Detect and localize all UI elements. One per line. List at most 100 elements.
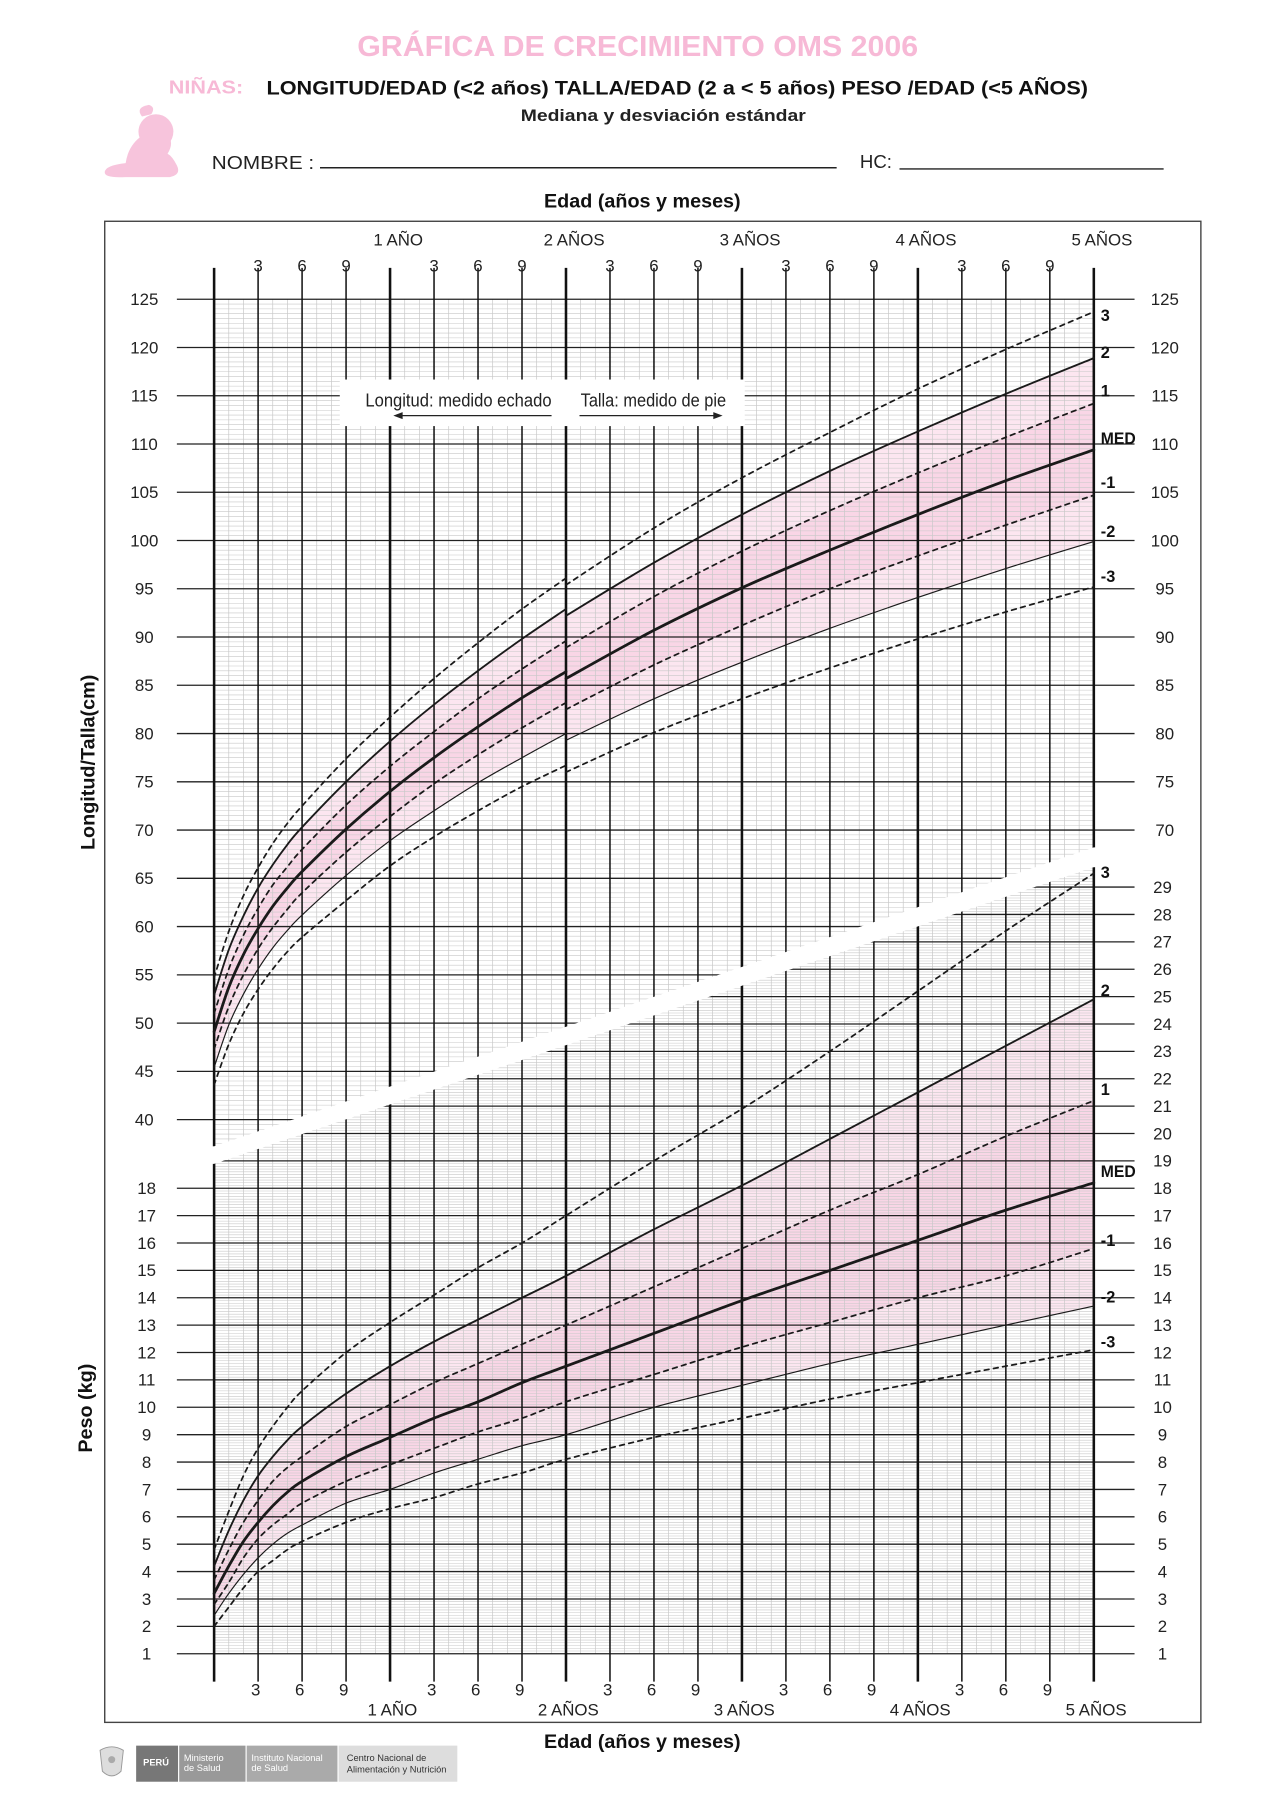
weight-tick-label-right: 17 (1153, 1206, 1172, 1225)
year-label-top: 3 AÑOS (720, 230, 781, 250)
weight-tick-label-left: 5 (142, 1535, 151, 1554)
month-tick-label-bottom: 3 (779, 1681, 788, 1700)
weight-sd-label: 3 (1101, 864, 1110, 882)
month-tick-label-bottom: 3 (603, 1681, 612, 1700)
weight-tick-label-left: 14 (137, 1289, 156, 1308)
weight-tick-label-left: 6 (142, 1508, 151, 1527)
weight-tick-label-right: 10 (1153, 1398, 1172, 1417)
length-tick-label-left: 120 (130, 338, 158, 357)
length-tick-label-right: 80 (1155, 724, 1174, 743)
length-sd-label: -2 (1101, 523, 1115, 541)
month-tick-label-top: 3 (253, 256, 262, 275)
year-label-top: 1 AÑO (373, 230, 423, 250)
year-label-bottom: 2 AÑOS (538, 1699, 599, 1719)
length-sd-label: 1 (1101, 382, 1110, 400)
name-label: NOMBRE : (212, 152, 314, 173)
month-tick-label-bottom: 6 (999, 1681, 1008, 1700)
weight-tick-label-right: 8 (1158, 1453, 1167, 1472)
weight-sd-label: MED (1101, 1163, 1136, 1181)
month-tick-label-top: 9 (1045, 256, 1054, 275)
weight-tick-label-right: 20 (1153, 1124, 1172, 1143)
curve-sd-1 (213, 402, 1095, 1015)
girl-icon (104, 104, 179, 178)
length-tick-label-left: 90 (135, 628, 154, 647)
month-tick-label-top: 6 (1001, 256, 1010, 275)
weight-tick-label-left: 17 (137, 1206, 156, 1225)
weight-tick-label-right: 19 (1153, 1152, 1172, 1171)
length-sd-label: 3 (1101, 307, 1110, 325)
chart-frame (104, 220, 1202, 1724)
month-tick-label-bottom: 6 (295, 1681, 304, 1700)
logo-cenan-1: Centro Nacional de (347, 1753, 427, 1763)
year-label-top: 4 AÑOS (896, 230, 957, 250)
weight-sd-label: 2 (1101, 982, 1110, 1000)
month-tick-label-top: 9 (517, 256, 526, 275)
logo-ins-2: de Salud (251, 1763, 288, 1773)
weight-tick-label-left: 9 (142, 1425, 151, 1444)
length-sd-label: -1 (1101, 474, 1115, 492)
weight-sd-label: -1 (1101, 1232, 1115, 1250)
weight-tick-label-right: 4 (1158, 1562, 1167, 1581)
length-sd-label: 2 (1101, 344, 1110, 362)
length-tick-label-left: 105 (130, 483, 158, 502)
length-tick-label-left: 45 (135, 1062, 154, 1081)
length-tick-label-right: 120 (1151, 338, 1179, 357)
weight-tick-label-right: 3 (1158, 1590, 1167, 1609)
curve-sd-2 (213, 998, 1095, 1568)
x-axis-title-bottom: Edad (años y meses) (544, 1731, 741, 1753)
length-tick-label-left: 100 (130, 531, 158, 550)
month-tick-label-bottom: 9 (867, 1681, 876, 1700)
length-tick-label-left: 110 (131, 435, 158, 454)
weight-tick-label-right: 18 (1153, 1179, 1172, 1198)
weight-tick-label-right: 9 (1158, 1425, 1167, 1444)
chart-title: GRÁFICA DE CRECIMIENTO OMS 2006 (357, 29, 918, 63)
curve-sd-3 (213, 310, 1095, 979)
weight-sd-label: -3 (1101, 1333, 1115, 1351)
weight-tick-label-right: 12 (1153, 1343, 1172, 1362)
weight-tick-label-right: 11 (1154, 1371, 1172, 1390)
weight-tick-label-right: 1 (1158, 1645, 1167, 1664)
weight-tick-label-right: 28 (1153, 905, 1172, 924)
length-tick-label-left: 85 (135, 676, 154, 695)
y-axis-title-length: Longitud/Talla(cm) (77, 675, 99, 850)
curve-sd-minus3 (213, 1348, 1095, 1628)
year-label-top: 5 AÑOS (1072, 230, 1133, 250)
length-tick-label-right: 125 (1151, 290, 1179, 309)
weight-tick-label-left: 11 (138, 1371, 156, 1390)
weight-tick-label-right: 27 (1153, 933, 1172, 952)
month-tick-label-bottom: 3 (427, 1681, 436, 1700)
weight-tick-label-left: 15 (137, 1261, 156, 1280)
month-tick-label-bottom: 9 (691, 1681, 700, 1700)
length-tick-label-left: 50 (135, 1014, 154, 1033)
month-tick-label-bottom: 9 (515, 1681, 524, 1700)
logo-cenan-2: Alimentación y Nutrición (347, 1764, 447, 1774)
weight-tick-label-right: 23 (1153, 1042, 1172, 1061)
month-tick-label-top: 9 (341, 256, 350, 275)
year-label-top: 2 AÑOS (544, 230, 605, 250)
weight-tick-label-right: 25 (1153, 987, 1172, 1006)
curve-sd-MED (212, 1181, 1096, 1595)
weight-tick-label-left: 16 (137, 1234, 156, 1253)
logo-peru: PERÚ (143, 1756, 169, 1767)
weight-tick-label-left: 3 (142, 1590, 151, 1609)
weight-sd-label: 1 (1101, 1081, 1110, 1099)
weight-tick-label-left: 7 (142, 1480, 151, 1499)
month-tick-label-bottom: 9 (339, 1681, 348, 1700)
length-tick-label-right: 105 (1151, 483, 1179, 502)
curve-sd-MED (212, 448, 1096, 1034)
length-tick-label-right: 95 (1155, 580, 1174, 599)
weight-tick-label-right: 16 (1153, 1234, 1172, 1253)
weight-tick-label-right: 2 (1158, 1617, 1167, 1636)
curve-sd-minus1 (213, 1247, 1095, 1606)
length-tick-label-left: 125 (130, 290, 158, 309)
height-note: Talla: medido de pie (581, 389, 726, 410)
month-tick-label-top: 3 (605, 256, 614, 275)
weight-tick-label-right: 14 (1153, 1289, 1172, 1308)
year-label-bottom: 5 AÑOS (1066, 1699, 1127, 1719)
weight-tick-label-left: 10 (137, 1398, 156, 1417)
weight-tick-label-right: 26 (1153, 960, 1172, 979)
month-tick-label-bottom: 9 (1043, 1681, 1052, 1700)
chart-caption: Mediana y desviación estándar (521, 107, 807, 125)
x-axis-title-top: Edad (años y meses) (544, 190, 741, 212)
